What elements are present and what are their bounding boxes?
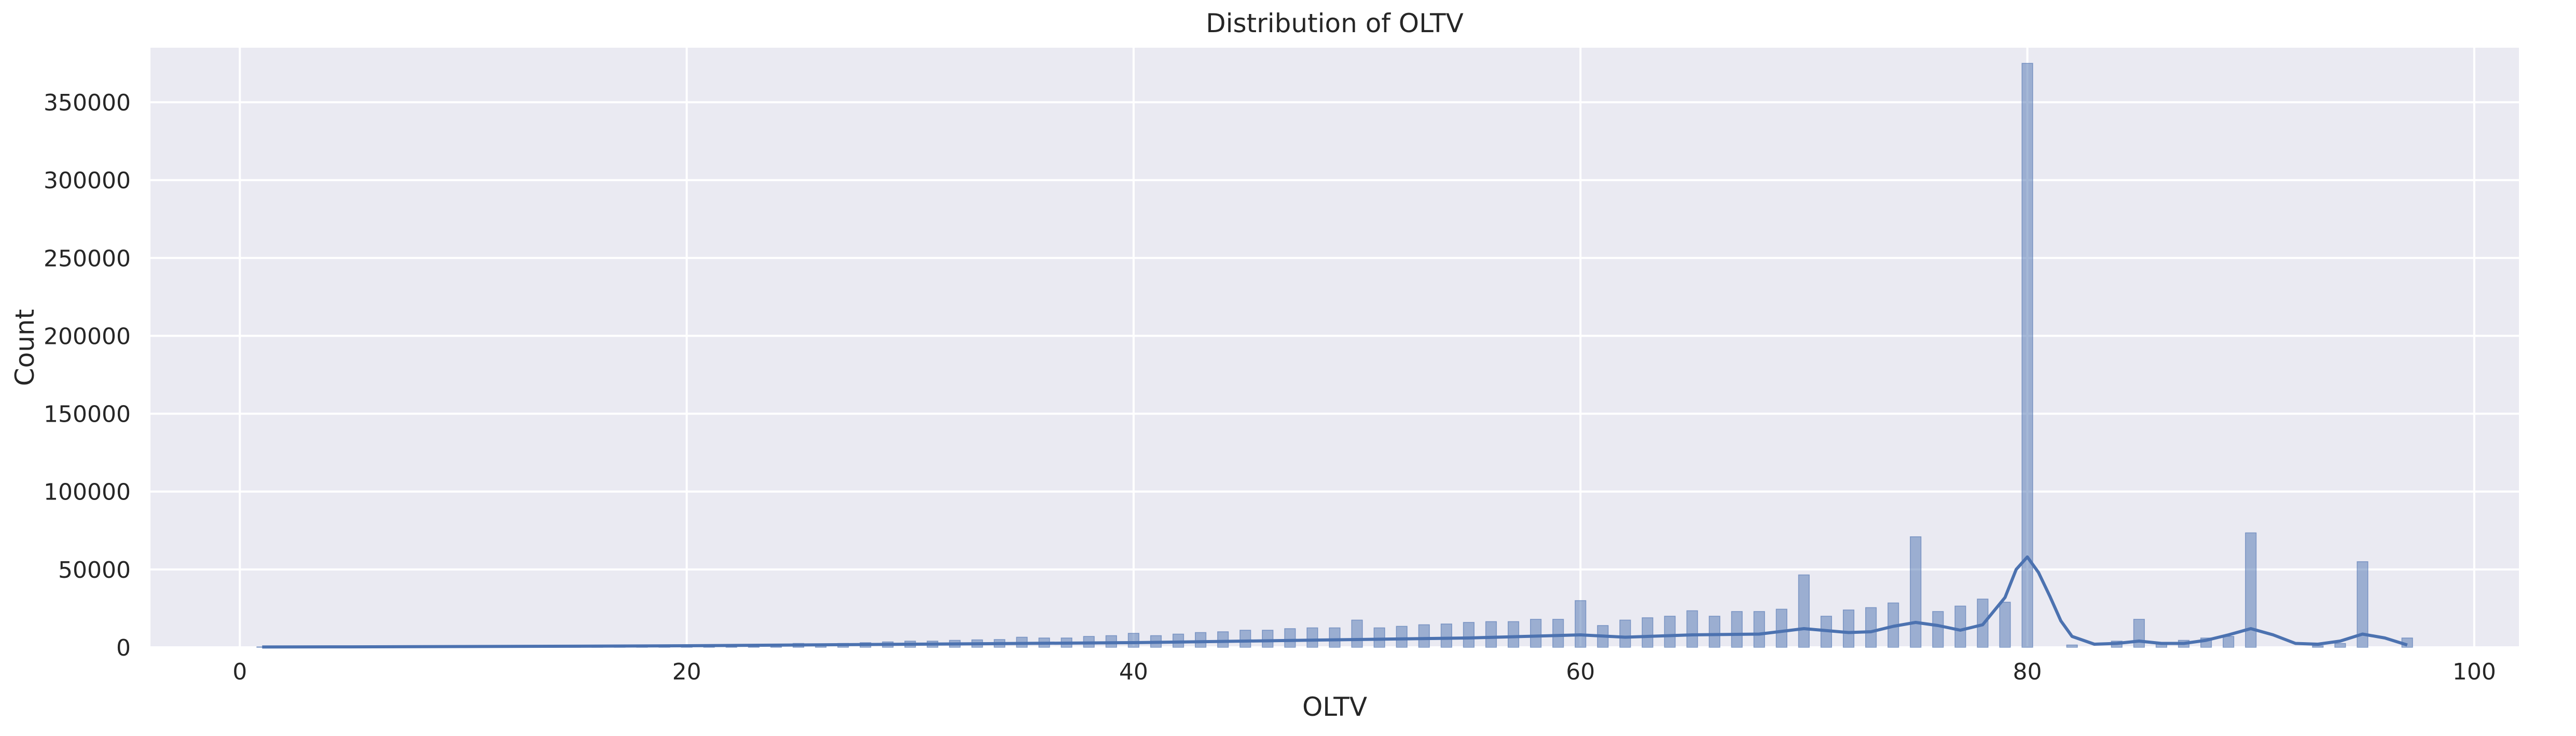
histogram-bar <box>1351 619 1363 648</box>
gridlines <box>150 48 2519 648</box>
histogram-bar <box>2334 643 2346 648</box>
y-tick-label: 100000 <box>44 479 131 506</box>
histogram-bar <box>1999 602 2011 648</box>
histogram-bar <box>2133 619 2145 648</box>
x-tick-label: 40 <box>1119 659 1148 685</box>
histogram-bar <box>1195 632 1207 648</box>
histogram-bar <box>1575 600 1587 648</box>
x-tick-label: 0 <box>232 659 247 685</box>
x-tick-label: 60 <box>1566 659 1595 685</box>
histogram-bar <box>1507 621 1520 648</box>
y-tick-label: 300000 <box>44 168 131 194</box>
histogram-bar <box>1775 608 1787 648</box>
histogram-bar <box>1440 623 1452 648</box>
histogram-bar <box>1418 624 1430 648</box>
x-tick-label: 80 <box>2013 659 2042 685</box>
y-tick-label: 200000 <box>44 323 131 350</box>
histogram-bar <box>1396 626 1408 648</box>
histogram-bars <box>256 63 2413 648</box>
histogram-bar <box>1463 622 1475 648</box>
y-axis-ticks: 0 50000 100000 150000 200000 250000 300000 3500… <box>44 90 131 661</box>
histogram-bar <box>1910 536 1922 648</box>
histogram-bar <box>1865 607 1877 648</box>
histogram-bar <box>1642 617 1654 648</box>
histogram-bar <box>1329 627 1341 648</box>
histogram-bar <box>1284 628 1296 648</box>
histogram-bar <box>1217 631 1229 648</box>
histogram-bar <box>2357 561 2368 648</box>
histogram-bar <box>2223 636 2235 648</box>
histogram-bar <box>1798 574 1810 648</box>
chart-title: Distribution of OLTV <box>1206 8 1464 38</box>
y-axis-label: Count <box>10 309 40 386</box>
histogram-bar <box>1306 627 1318 648</box>
histogram-bar <box>1954 605 1966 648</box>
histogram-bar <box>1262 630 1274 648</box>
histogram-bar <box>1530 619 1542 648</box>
histogram-bar <box>1373 627 1385 648</box>
histogram-bar <box>1932 611 1944 648</box>
histogram-bar <box>1664 616 1676 648</box>
histogram-bar <box>1485 621 1497 648</box>
histogram-bar <box>1709 616 1720 648</box>
histogram-bar <box>2066 644 2078 648</box>
histogram-bar <box>2312 645 2324 648</box>
histogram-bar <box>1552 619 1564 648</box>
y-tick-label: 350000 <box>44 90 131 116</box>
histogram-bar <box>1619 619 1631 648</box>
y-tick-label: 0 <box>116 635 131 661</box>
kde-curve <box>262 555 2408 649</box>
histogram-bar <box>1753 611 1765 648</box>
histogram-bar <box>1239 630 1251 648</box>
histogram-bar <box>1731 611 1743 648</box>
plot-area <box>150 48 2519 647</box>
histogram-bar <box>1127 633 1139 648</box>
histogram-bar <box>2245 532 2257 648</box>
histogram-bar <box>1686 610 1698 648</box>
histogram-bar <box>1842 609 1855 648</box>
x-axis-ticks: 0 20 40 60 80 100 <box>232 659 2496 685</box>
y-tick-label: 50000 <box>58 557 131 584</box>
histogram-bar <box>2021 63 2033 648</box>
y-tick-label: 150000 <box>44 401 131 428</box>
x-tick-label: 100 <box>2453 659 2496 685</box>
y-tick-label: 250000 <box>44 245 131 272</box>
x-tick-label: 20 <box>672 659 701 685</box>
x-axis-label: OLTV <box>1302 692 1367 722</box>
